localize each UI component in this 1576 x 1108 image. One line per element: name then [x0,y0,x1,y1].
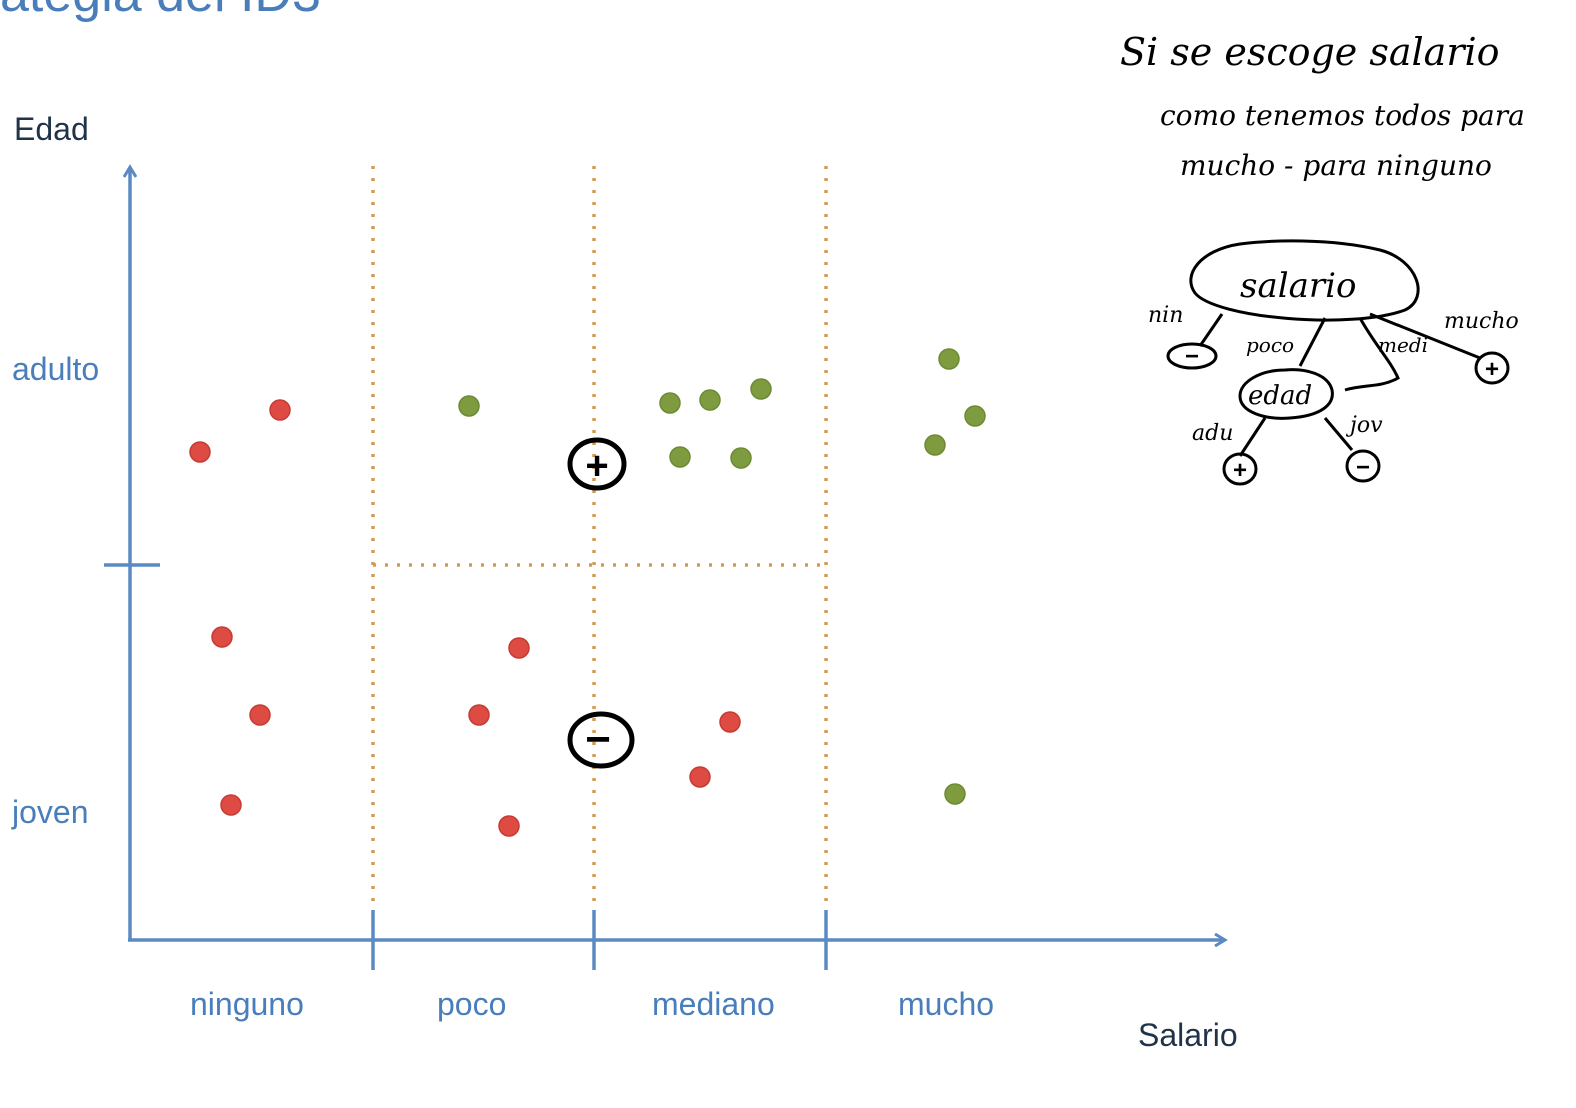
negative-point [719,711,741,733]
decision-tree [1166,239,1510,486]
x-axis-title: Salario [1138,1017,1238,1053]
positive-point [659,392,681,414]
tree-leaf-mucho [1474,351,1510,385]
tree-child-label: edad [1248,381,1312,411]
tree-leaf-nin-symbol: − [1185,343,1199,370]
tree-leaf-adu-symbol: + [1233,457,1247,484]
note-line-3: mucho - para ninguno [1180,149,1492,182]
positive-point [458,395,480,417]
tree-leaf-jov-symbol: − [1356,454,1370,481]
x-label-mucho: mucho [898,986,994,1022]
positive-point [699,389,721,411]
negative-point [249,704,271,726]
tree-root-node [1189,239,1420,322]
plus-region-marker: + [567,437,627,491]
tree-edge-adu [1238,417,1267,457]
x-label-poco: poco [437,986,506,1022]
minus-symbol: − [585,715,611,764]
tree-edge-nin [1198,313,1224,347]
positive-point [938,348,960,370]
negative-point [468,704,490,726]
negative-point [498,815,520,837]
positive-point [750,378,772,400]
positive-point [944,783,966,805]
x-label-ninguno: ninguno [190,986,304,1022]
note-line-2: como tenemos todos para [1160,99,1525,132]
tree-child-node [1238,368,1334,420]
tree-leaf-nin [1166,342,1218,370]
y-axis-title: Edad [14,111,89,147]
tree-branch-medi-label: medi [1378,333,1428,357]
negative-point [269,399,291,421]
tree-branch-mucho-label: mucho [1444,309,1519,334]
y-label-adulto: adulto [12,351,99,387]
slide-title: ategia del ID3 [0,0,321,24]
positive-point [924,434,946,456]
tree-edge-poco [1298,317,1327,367]
tree-leaf-adu [1222,452,1258,486]
negative-point [508,637,530,659]
tree-branch-poco-label: poco [1246,333,1294,357]
negative-point [689,766,711,788]
tree-edge-jov [1323,417,1354,451]
x-label-mediano: mediano [652,986,775,1022]
tree-leaf-mucho-symbol: + [1485,356,1499,383]
negative-point [220,794,242,816]
tree-child-branch-jov-label: jov [1345,413,1383,438]
positive-point [964,405,986,427]
positive-point [730,447,752,469]
negative-point [189,441,211,463]
negative-point [211,626,233,648]
tree-root-label: salario [1240,266,1356,306]
minus-region-marker: − [567,711,635,769]
tree-branch-nin-label: nin [1148,303,1183,328]
tree-edge-medi [1344,317,1400,392]
tree-child-branch-adu-label: adu [1192,421,1233,446]
plus-symbol: + [585,444,608,488]
handwritten-note: Si se escoge salario como tenemos todos … [1120,30,1525,182]
tree-leaf-jov [1345,449,1381,483]
note-line-1: Si se escoge salario [1120,30,1500,74]
positive-point [669,446,691,468]
tree-edge-mucho [1369,312,1481,360]
y-label-joven: joven [11,794,89,830]
